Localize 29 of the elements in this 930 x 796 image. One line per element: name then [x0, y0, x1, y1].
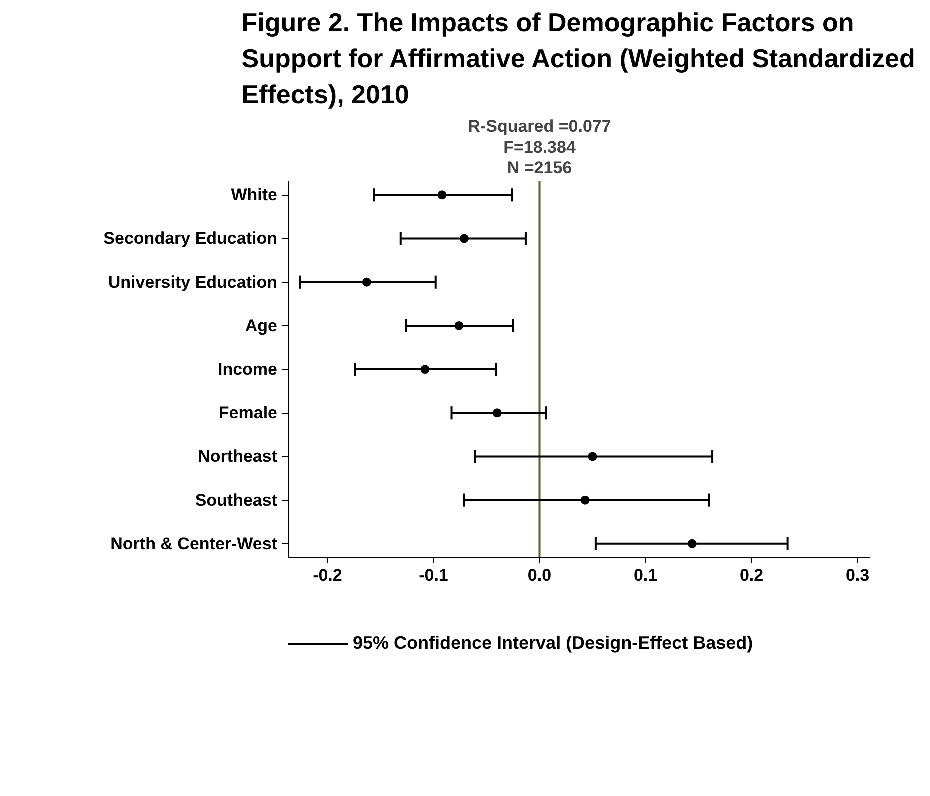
- text: F=18.384: [504, 138, 576, 157]
- y-tick-label: Southeast: [195, 490, 278, 510]
- point: [438, 190, 447, 200]
- point: [460, 234, 469, 244]
- point: [454, 321, 464, 330]
- x-tick-label: 0.2: [740, 566, 764, 585]
- y-tick-label: Age: [245, 316, 278, 336]
- point: [420, 365, 430, 374]
- text: R-Squared =0.077: [468, 116, 612, 136]
- chart-title: Figure 2. The Impacts of Demographic Factors on Support for Affirmative Action (Weighted Standardized Effects), 2010: [242, 8, 916, 110]
- x-tick-label: -0.1: [419, 566, 448, 585]
- point: [588, 452, 598, 462]
- x-tick-label: 0.3: [846, 566, 870, 585]
- legend-label: 95% Confidence Interval (Design-Effect Based): [353, 633, 754, 654]
- y-tick-label: Income: [218, 360, 278, 380]
- x-tick-label: -0.2: [313, 566, 342, 585]
- point: [362, 278, 372, 287]
- point: [688, 539, 697, 548]
- y-tick-label: University Education: [108, 272, 278, 292]
- y-tick-label: North & Center-West: [110, 534, 278, 554]
- x-tick-label: 0.0: [528, 566, 552, 585]
- y-tick-label: Northeast: [198, 447, 278, 466]
- y-tick-label: Secondary Education: [104, 229, 278, 248]
- y-tick-label: White: [231, 186, 278, 205]
- point: [492, 408, 502, 418]
- point: [580, 496, 590, 505]
- text: N =2156: [507, 158, 572, 178]
- y-tick-label: Female: [218, 404, 278, 423]
- x-tick-label: 0.1: [634, 566, 658, 585]
